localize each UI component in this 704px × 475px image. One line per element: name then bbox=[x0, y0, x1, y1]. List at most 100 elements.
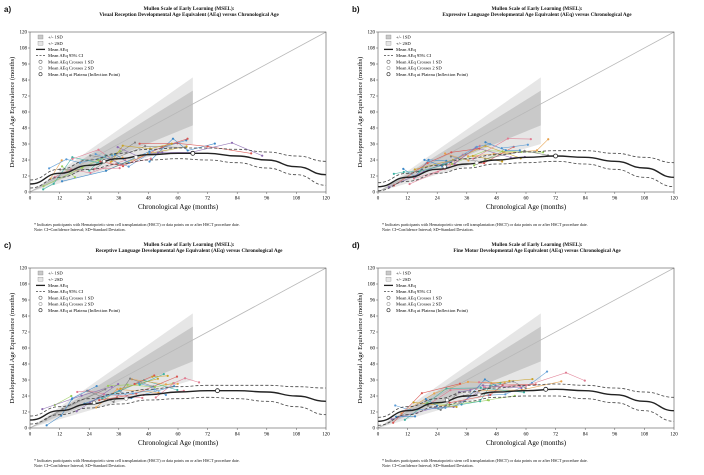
y-tick-label: 96 bbox=[370, 63, 376, 68]
note: Note: CI=Confidence Interval; SD=Standar… bbox=[34, 227, 126, 232]
x-tick-label: 120 bbox=[670, 433, 678, 438]
individual-point bbox=[70, 394, 73, 398]
y-tick-label: 36 bbox=[370, 379, 376, 384]
individual-point bbox=[149, 157, 152, 160]
individual-point bbox=[427, 158, 430, 161]
individual-point bbox=[482, 386, 486, 389]
ci-line bbox=[29, 158, 327, 189]
individual-point bbox=[466, 155, 470, 158]
marker-crosses-1sd bbox=[101, 159, 107, 164]
y-tick-label: 72 bbox=[22, 331, 28, 336]
individual-point bbox=[173, 385, 176, 388]
individual-point bbox=[138, 142, 141, 145]
individual-point bbox=[71, 157, 74, 161]
individual-point bbox=[250, 152, 253, 155]
x-tick-label: 108 bbox=[293, 197, 301, 202]
individual-point bbox=[88, 169, 91, 172]
individual-point bbox=[439, 408, 442, 412]
legend-entry: +/- 2SD bbox=[396, 277, 411, 282]
individual-point bbox=[448, 401, 451, 404]
marker-plateau bbox=[553, 153, 559, 159]
y-tick-label: 36 bbox=[22, 143, 28, 148]
individual-point bbox=[560, 380, 563, 383]
panel-label: c) bbox=[4, 241, 12, 250]
panel-c: 0 12 24 36 48 60 72 84 96 108 120 0 12 24 36 48 60 72 84 96… bbox=[4, 238, 352, 470]
individual-trajectory bbox=[152, 375, 168, 377]
individual-point bbox=[60, 180, 64, 183]
individual-point bbox=[118, 167, 121, 170]
individual-trajectory bbox=[444, 153, 469, 161]
individual-point bbox=[412, 177, 416, 180]
panel-label: d) bbox=[352, 241, 360, 250]
individual-point bbox=[95, 384, 98, 388]
legend-entry: Mean AEq 95% CI bbox=[396, 289, 432, 294]
individual-point bbox=[61, 407, 64, 411]
legend-entry: +/- 2SD bbox=[48, 277, 63, 282]
individual-point bbox=[504, 393, 507, 396]
y-tick-label: 60 bbox=[22, 111, 28, 116]
individual-point bbox=[186, 149, 189, 152]
note: Note: CI=Confidence Interval; SD=Standar… bbox=[382, 463, 474, 468]
individual-point bbox=[98, 399, 101, 402]
individual-point bbox=[402, 170, 405, 174]
y-tick-label: 48 bbox=[22, 127, 28, 132]
x-tick-label: 84 bbox=[235, 433, 241, 438]
y-tick-label: 24 bbox=[370, 395, 376, 400]
legend-entry: Mean AEq bbox=[48, 283, 68, 288]
individual-point bbox=[121, 144, 124, 147]
individual-point bbox=[402, 167, 405, 170]
individual-point bbox=[81, 166, 84, 169]
individual-point bbox=[148, 150, 151, 153]
mean-aeq-line bbox=[377, 155, 675, 188]
y-tick-label: 0 bbox=[25, 191, 28, 196]
y-tick-label: 120 bbox=[368, 267, 376, 272]
x-axis-label: Chronological Age (months) bbox=[138, 203, 219, 211]
x-tick-label: 60 bbox=[524, 433, 530, 438]
legend-swatch-marker bbox=[38, 302, 43, 306]
y-tick-label: 84 bbox=[370, 79, 376, 84]
individual-point bbox=[60, 159, 63, 162]
chart-title: Mullen Scale of Early Learning (MSEL): bbox=[143, 6, 235, 12]
individual-trajectory bbox=[139, 142, 252, 154]
y-tick-label: 24 bbox=[22, 395, 28, 400]
individual-point bbox=[78, 161, 81, 164]
y-tick-label: 108 bbox=[20, 47, 28, 52]
y-axis-label: Developmental Age Equivalence (months) bbox=[357, 57, 364, 168]
y-axis-label: Developmental Age Equivalence (months) bbox=[9, 57, 16, 168]
individual-point bbox=[171, 137, 175, 140]
individual-point bbox=[119, 387, 122, 390]
individual-trajectory bbox=[94, 167, 120, 170]
individual-point bbox=[148, 160, 151, 163]
individual-trajectory bbox=[87, 378, 154, 403]
individual-point bbox=[531, 377, 534, 381]
individual-point bbox=[488, 142, 492, 146]
chart-title: Mullen Scale of Early Learning (MSEL): bbox=[143, 242, 235, 248]
y-tick-label: 12 bbox=[370, 175, 376, 180]
individual-point bbox=[455, 405, 458, 408]
individual-point bbox=[392, 421, 395, 424]
individual-trajectory bbox=[107, 383, 174, 388]
individual-trajectory bbox=[61, 140, 187, 182]
individual-point bbox=[71, 156, 74, 159]
individual-point bbox=[129, 377, 132, 380]
individual-point bbox=[479, 400, 482, 403]
band-1sd bbox=[378, 90, 541, 192]
legend-entry: Mean AEq Crosses 1 SD bbox=[396, 59, 442, 64]
individual-point bbox=[71, 397, 74, 400]
x-tick-label: 96 bbox=[612, 433, 618, 438]
plot-area bbox=[377, 267, 675, 429]
legend-entry: Mean AEq at Plateau (Inflection Point) bbox=[48, 72, 120, 77]
individual-trajectory bbox=[134, 375, 155, 385]
y-tick-label: 0 bbox=[373, 191, 376, 196]
individual-point bbox=[176, 382, 179, 385]
y-tick-label: 24 bbox=[370, 159, 376, 164]
individual-point bbox=[522, 391, 526, 394]
individual-point bbox=[176, 388, 179, 392]
individual-point bbox=[112, 400, 115, 403]
individual-point bbox=[583, 379, 586, 382]
legend-swatch-2sd bbox=[385, 41, 392, 46]
individual-point bbox=[426, 161, 429, 165]
individual-point bbox=[99, 160, 102, 163]
individual-trajectory bbox=[139, 373, 164, 385]
marker-crosses-1sd bbox=[91, 400, 97, 405]
